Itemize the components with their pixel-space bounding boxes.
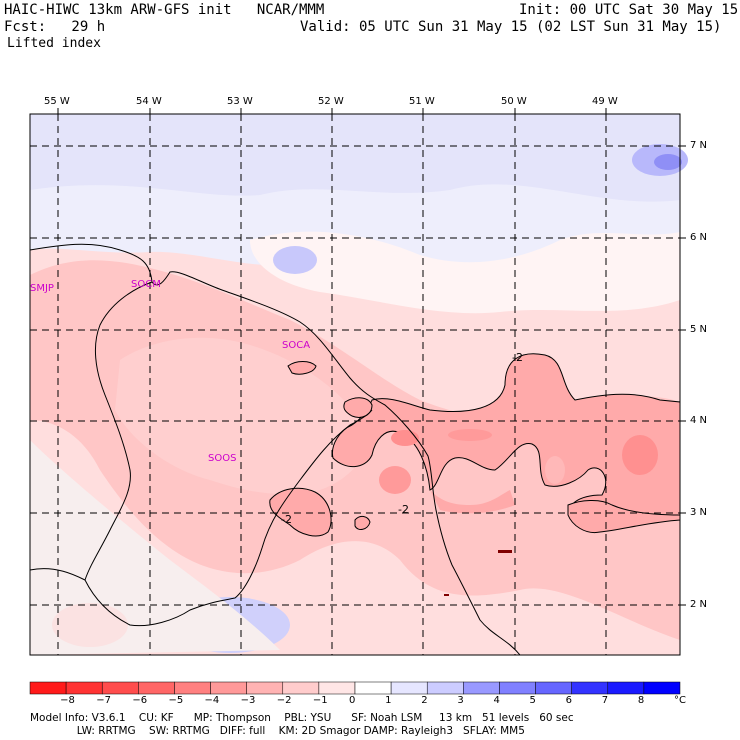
colorbar-swatch <box>426 681 464 695</box>
colorbar-tick-label: −8 <box>60 695 75 706</box>
colorbar-tick-label: −1 <box>312 695 328 706</box>
contour-label: -2 <box>281 513 292 526</box>
colorbar-tick-label: 7 <box>601 695 609 706</box>
colorbar-tick-label: −6 <box>132 695 148 706</box>
lat-label: 5 N <box>690 324 708 335</box>
colorbar-swatch <box>65 681 103 695</box>
lat-label: 7 N <box>690 140 708 151</box>
colorbar-swatch <box>463 681 500 695</box>
colorbar-tick-label: 0 <box>349 695 356 706</box>
colorbar-tick-label: 2 <box>421 695 428 706</box>
model-title: HAIC-HIWC 13km ARW-GFS init NCAR/MMM <box>4 2 325 18</box>
station-label: SOCA <box>282 340 311 351</box>
colorbar-swatch <box>174 681 211 695</box>
colorbar-swatch <box>354 681 392 695</box>
lon-label: 49 W <box>592 96 618 107</box>
lat-label: 2 N <box>690 599 708 610</box>
colorbar-tick-label: −2 <box>276 695 292 706</box>
lat-label: 4 N <box>690 415 708 426</box>
colorbar-swatch <box>210 681 247 695</box>
lon-label: 50 W <box>501 96 527 107</box>
colorbar-swatch <box>101 681 139 695</box>
station-label: SOCM <box>131 279 161 290</box>
colorbar-unit: °C <box>674 695 686 706</box>
model-info-line1: Model Info: V3.6.1 CU: KF MP: Thompson P… <box>30 712 574 724</box>
lat-label: 6 N <box>690 232 708 243</box>
colorbar-swatch <box>571 681 609 695</box>
station-label: SOOS <box>208 453 237 464</box>
contour-label: -2 <box>512 351 523 364</box>
colorbar-swatch <box>643 681 681 695</box>
forecast-hour: Fcst: 29 h <box>4 19 106 35</box>
lon-label: 53 W <box>227 96 253 107</box>
colorbar-tick-label: −3 <box>240 695 256 706</box>
colorbar-swatch <box>246 681 284 695</box>
colorbar-tick-label: 6 <box>565 695 573 706</box>
lon-label: 51 W <box>409 96 435 107</box>
colorbar-swatch <box>535 681 572 695</box>
valid-time: Valid: 05 UTC Sun 31 May 15 (02 LST Sun … <box>300 19 722 35</box>
contour-label: -2 <box>398 503 409 516</box>
colorbar-swatch <box>318 681 356 695</box>
colorbar-tick-label: 1 <box>385 695 392 706</box>
colorbar-swatch <box>29 681 67 695</box>
colorbar-tick-label: −5 <box>168 695 184 706</box>
init-time: Init: 00 UTC Sat 30 May 15 <box>519 2 739 18</box>
station-label: SMJP <box>30 283 54 294</box>
colorbar-tick-label: 5 <box>529 695 536 706</box>
lon-label: 55 W <box>44 96 70 107</box>
colorbar-swatch <box>138 681 175 695</box>
lon-label: 52 W <box>318 96 344 107</box>
colorbar-swatch <box>607 681 645 695</box>
field-name: Lifted index <box>7 36 101 51</box>
colorbar-tick-label: −4 <box>204 695 220 706</box>
colorbar-tick-label: 4 <box>493 695 500 706</box>
lon-label: 54 W <box>136 96 162 107</box>
colorbar-swatch <box>282 681 320 695</box>
lat-label: 3 N <box>690 507 708 518</box>
colorbar-swatch <box>499 681 536 695</box>
colorbar-tick-label: 8 <box>637 695 645 706</box>
colorbar-swatch <box>390 681 428 695</box>
model-info-line2: LW: RRTMG SW: RRTMG DIFF: full KM: 2D Sm… <box>30 725 525 737</box>
colorbar-tick-label: −7 <box>96 695 111 706</box>
colorbar <box>29 681 681 695</box>
colorbar-tick-label: 3 <box>457 695 464 706</box>
